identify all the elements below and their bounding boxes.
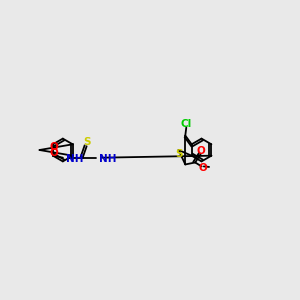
Text: Cl: Cl bbox=[181, 119, 192, 129]
Text: O: O bbox=[197, 146, 206, 156]
Text: S: S bbox=[83, 137, 91, 147]
Text: NH: NH bbox=[66, 154, 84, 164]
Text: O: O bbox=[198, 164, 207, 173]
Text: NH: NH bbox=[99, 154, 116, 164]
Text: O: O bbox=[49, 148, 58, 158]
Text: S: S bbox=[175, 149, 183, 159]
Text: O: O bbox=[49, 142, 58, 152]
